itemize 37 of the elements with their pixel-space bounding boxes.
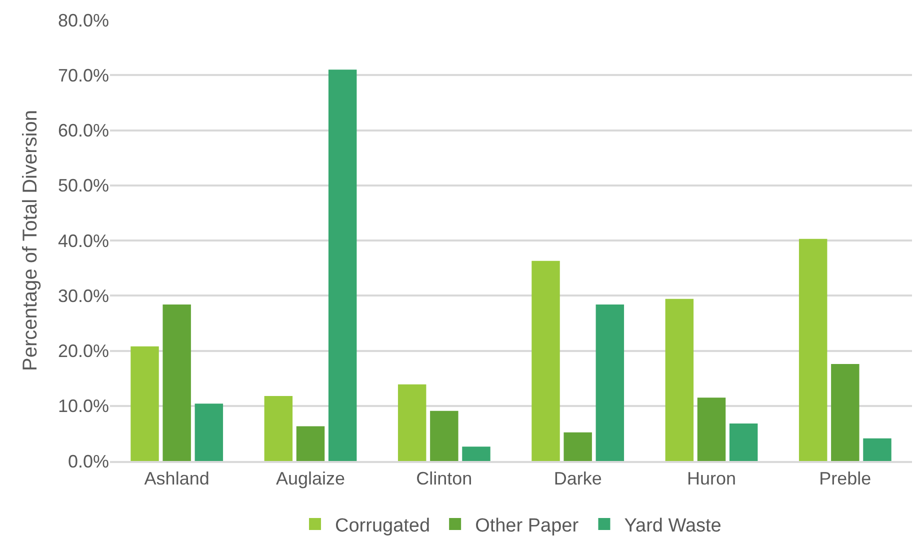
bar xyxy=(798,238,828,461)
bar xyxy=(430,410,458,461)
y-tick-label: 40.0% xyxy=(58,230,109,251)
bar xyxy=(532,260,560,461)
y-tick-label: 0.0% xyxy=(68,451,109,472)
bar xyxy=(863,438,892,461)
bar xyxy=(596,304,624,461)
y-tick-label: 50.0% xyxy=(58,176,109,196)
bar xyxy=(697,398,726,461)
bar xyxy=(665,298,694,461)
y-tick-label: 80.0% xyxy=(58,10,109,30)
bar xyxy=(296,426,325,461)
x-tick-label: Huron xyxy=(686,468,736,489)
bar xyxy=(328,70,357,461)
y-tick-label: 30.0% xyxy=(58,286,109,306)
legend-label: Other Paper xyxy=(475,515,580,536)
x-tick-label: Clinton xyxy=(416,468,472,489)
y-tick-label: 70.0% xyxy=(58,65,109,86)
x-tick-label: Auglaize xyxy=(276,468,346,489)
y-tick-label: 60.0% xyxy=(58,120,109,141)
x-tick-label: Darke xyxy=(554,468,602,489)
y-tick-label: 20.0% xyxy=(58,341,109,362)
legend-label: Corrugated xyxy=(335,515,430,536)
bar xyxy=(831,364,860,461)
bar xyxy=(564,432,592,461)
x-tick-label: Ashland xyxy=(144,468,210,489)
bar xyxy=(729,424,758,461)
legend-label: Yard Waste xyxy=(624,515,722,536)
y-tick-label: 10.0% xyxy=(58,396,109,416)
x-tick-label: Preble xyxy=(819,468,872,489)
bar xyxy=(194,404,224,461)
bar xyxy=(398,384,426,461)
bar xyxy=(264,396,293,461)
bar xyxy=(162,304,191,461)
y-axis-title: Percentage of Total Diversion xyxy=(19,110,42,371)
bar xyxy=(130,346,159,461)
bar xyxy=(462,446,490,461)
